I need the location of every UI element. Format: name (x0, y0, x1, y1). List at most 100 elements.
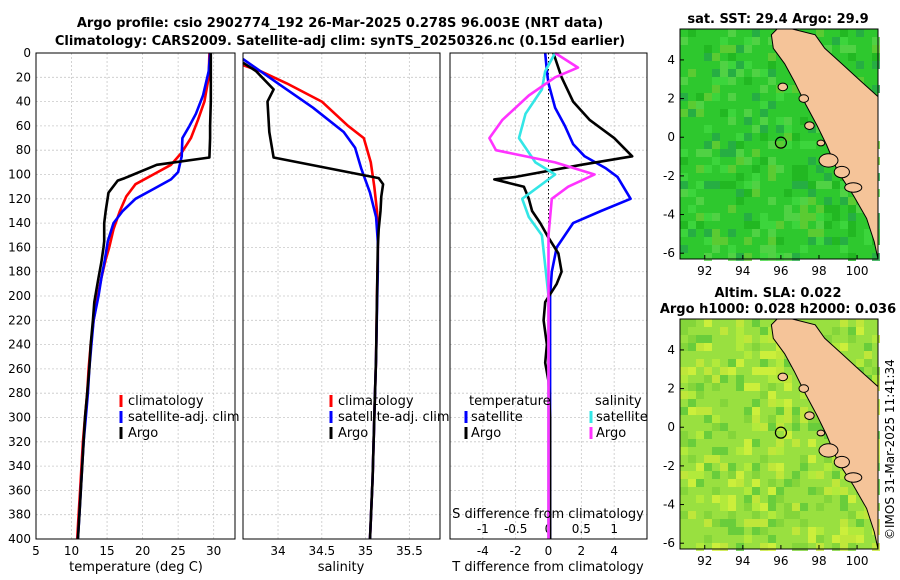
map-cell (728, 503, 736, 511)
map-cell (864, 237, 872, 245)
map-cell (808, 213, 816, 221)
argo-position-marker (774, 426, 788, 439)
x-tick-label: 15 (99, 544, 114, 558)
map-cell (832, 237, 840, 245)
map-cell (704, 229, 712, 237)
temperature-panel: 0 20 40 60 80 100 120 140 160 180 200 220 240 260 280 3… (8, 46, 236, 558)
map-cell (776, 117, 784, 125)
island (777, 82, 789, 92)
difference-legend: temperature salinity satellite Argo sate… (464, 394, 648, 441)
land-sumatra (770, 318, 879, 550)
map-cell (736, 527, 744, 535)
map-cell (800, 221, 808, 229)
lat-tick-label: -6 (663, 246, 675, 260)
map-cell (688, 69, 696, 77)
map-cell (848, 511, 856, 519)
s-difference-label: S difference from climatology (452, 507, 644, 522)
map-cell (760, 125, 768, 133)
map-cell (736, 343, 744, 351)
map-cell (712, 359, 720, 367)
map-cell (696, 109, 704, 117)
map-cell (680, 93, 688, 101)
lat-tick-label: -2 (663, 459, 675, 473)
map-cell (728, 149, 736, 157)
map-cell (752, 221, 760, 229)
map-cell (808, 141, 816, 149)
map-cell (680, 431, 688, 439)
map-cell (736, 149, 744, 157)
map-cell (752, 487, 760, 495)
legend-argo: Argo (128, 426, 158, 441)
map-cell (784, 189, 792, 197)
map-cell (760, 351, 768, 359)
map-cell (696, 463, 704, 471)
map-cell (728, 181, 736, 189)
map-cell (736, 383, 744, 391)
s-diff-tick-label: 1 (610, 522, 618, 536)
x-tick-label: 35.5 (396, 544, 423, 558)
map-cell (856, 61, 864, 69)
map-cell (680, 157, 688, 165)
map-cell (704, 455, 712, 463)
map-cell (720, 69, 728, 77)
map-cell (696, 543, 704, 551)
map-cell (872, 85, 880, 93)
map-cell (784, 359, 792, 367)
map-cell (704, 141, 712, 149)
map-cell (760, 221, 768, 229)
map-cell (824, 221, 832, 229)
map-cell (760, 519, 768, 527)
map-cell (768, 197, 776, 205)
map-cell (792, 503, 800, 511)
map-cell (800, 245, 808, 253)
map-cell (864, 351, 872, 359)
map-cell (712, 237, 720, 245)
map-cell (744, 221, 752, 229)
salinity-xlabel: salinity (318, 560, 365, 575)
x-tick-label: 10 (64, 544, 79, 558)
map-cell (784, 205, 792, 213)
map-cell (712, 69, 720, 77)
map-cell (800, 543, 808, 551)
map-cell (736, 173, 744, 181)
map-cell (872, 367, 880, 375)
map-cell (840, 197, 848, 205)
map-cell (744, 463, 752, 471)
map-cell (744, 407, 752, 415)
land-sumatra (770, 28, 879, 260)
map-cell (792, 415, 800, 423)
island (818, 153, 839, 168)
map-cell (840, 245, 848, 253)
map-cell (712, 229, 720, 237)
map-cell (800, 173, 808, 181)
map-cell (752, 463, 760, 471)
map-cell (752, 527, 760, 535)
map-cell (720, 463, 728, 471)
map-cell (744, 77, 752, 85)
lon-tick-label: 96 (773, 264, 788, 278)
x-tick-label: 34.5 (308, 544, 335, 558)
lat-tick-label: 4 (667, 343, 675, 357)
map-cell (872, 253, 880, 261)
map-cell (712, 519, 720, 527)
map-cell (792, 253, 800, 261)
map-cell (752, 439, 760, 447)
map-cell (680, 391, 688, 399)
map-cell (696, 343, 704, 351)
map-cell (680, 181, 688, 189)
map-cell (808, 229, 816, 237)
map-cell (840, 221, 848, 229)
map-cell (680, 511, 688, 519)
map-cell (712, 53, 720, 61)
legend-satellite: satellite-adj. clim (338, 410, 450, 425)
map-cell (760, 109, 768, 117)
map-cell (784, 133, 792, 141)
map-cell (856, 535, 864, 543)
map-cell (768, 535, 776, 543)
map-cell (784, 415, 792, 423)
s-diff-tick-label: 0.5 (572, 522, 591, 536)
map-cell (704, 45, 712, 53)
map-cell (712, 415, 720, 423)
map-cell (776, 487, 784, 495)
map-cell (792, 85, 800, 93)
